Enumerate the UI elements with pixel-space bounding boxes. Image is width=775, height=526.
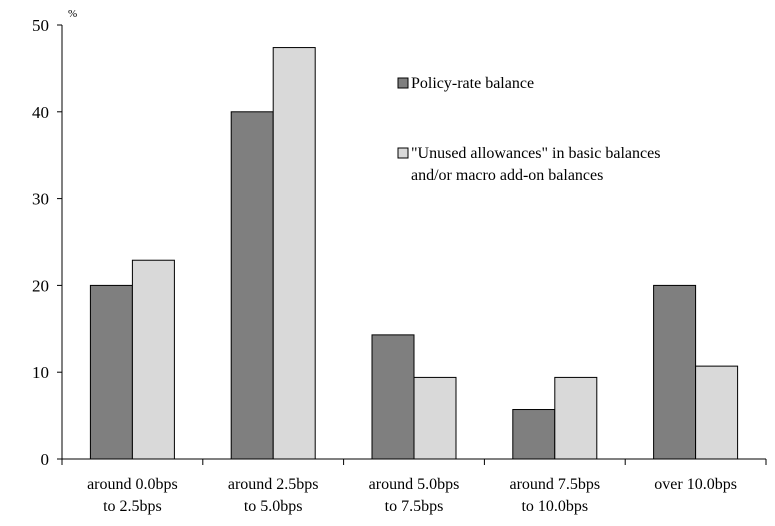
x-tick-label: to 7.5bps [385, 498, 444, 515]
bar-policy-rate-balance [653, 284, 697, 460]
bar-policy-rate-balance [230, 111, 274, 460]
bar-unused-allowances [131, 259, 175, 460]
legend-label: and/or macro add-on balances [411, 167, 603, 184]
x-tick-label: to 5.0bps [244, 498, 303, 515]
y-tick-label: 30 [32, 190, 49, 209]
chart-axes [57, 24, 767, 465]
bar-unused-allowances [695, 365, 739, 460]
legend-swatch [397, 77, 409, 89]
x-tick-label: to 2.5bps [103, 498, 162, 515]
bar-unused-allowances [413, 376, 457, 460]
y-tick-label: 20 [32, 276, 49, 295]
bar-unused-allowances [272, 47, 316, 460]
chart-labels: 0 10 20 30 40 50% around 0.0bps to 2.5bps around… [32, 8, 737, 515]
legend-swatch [397, 147, 409, 159]
y-tick-label: 50 [32, 16, 49, 35]
x-tick-label: over 10.0bps [654, 476, 737, 493]
x-tick-label: around 5.0bps [369, 476, 460, 493]
x-tick-label: around 0.0bps [87, 476, 178, 493]
legend-label: "Unused allowances" in basic balances [411, 145, 660, 162]
bar-unused-allowances [554, 376, 598, 460]
y-tick-label: 40 [32, 103, 49, 122]
y-tick-label: 0 [41, 450, 50, 469]
x-tick-label: to 10.0bps [521, 498, 588, 515]
x-tick-label: around 2.5bps [228, 476, 319, 493]
bar-policy-rate-balance [371, 334, 415, 460]
chart-bars [89, 47, 739, 460]
legend-label: Policy-rate balance [411, 75, 534, 92]
bar-policy-rate-balance [89, 284, 133, 460]
bar-policy-rate-balance [512, 409, 556, 460]
x-tick-label: around 7.5bps [509, 476, 600, 493]
chart-legend: Policy-rate balance "Unused allowances" i… [397, 75, 660, 184]
y-tick-label: 10 [32, 363, 49, 382]
y-unit-label: % [68, 8, 77, 20]
